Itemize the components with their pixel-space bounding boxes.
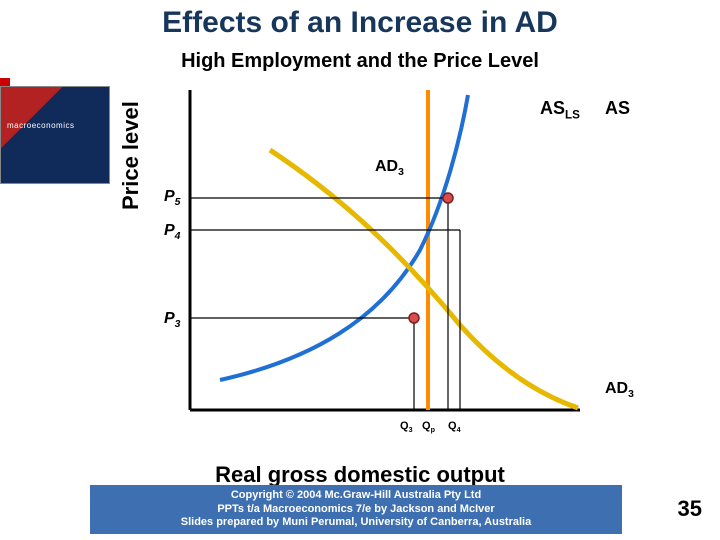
- footer-line: Slides prepared by Muni Perumal, Univers…: [96, 516, 616, 530]
- q3-label: Q3: [400, 420, 413, 434]
- slide: Effects of an Increase in AD High Employ…: [0, 0, 720, 540]
- as-ls-label: ASLS: [540, 98, 580, 122]
- footer-line: PPTs t/a Macroeconomics 7/e by Jackson a…: [96, 503, 616, 517]
- slide-subtitle: High Employment and the Price Level: [0, 50, 720, 73]
- book-cover-thumb: [0, 86, 110, 184]
- q4-label: Q4: [448, 420, 461, 434]
- price-label-p4: P4: [164, 222, 180, 242]
- qp-label: Qp: [422, 420, 435, 434]
- page-number: 35: [678, 496, 702, 522]
- footer-line: Copyright © 2004 Mc.Graw-Hill Australia …: [96, 489, 616, 503]
- price-label-p3: P3: [164, 310, 180, 330]
- price-label-p5: P5: [164, 188, 180, 208]
- ad3-top-label: AD3: [375, 158, 404, 178]
- copyright-footer: Copyright © 2004 Mc.Graw-Hill Australia …: [90, 485, 622, 534]
- chart-svg: [160, 80, 590, 440]
- ad-as-chart: P5 P4 P3 ASLS AS AD3 AD3 Q3 Qp Q4: [160, 80, 590, 440]
- y-axis-label: Price level: [118, 101, 144, 210]
- slide-title: Effects of an Increase in AD: [0, 6, 720, 40]
- as-label: AS: [605, 98, 630, 119]
- ad3-bottom-label: AD3: [605, 380, 634, 400]
